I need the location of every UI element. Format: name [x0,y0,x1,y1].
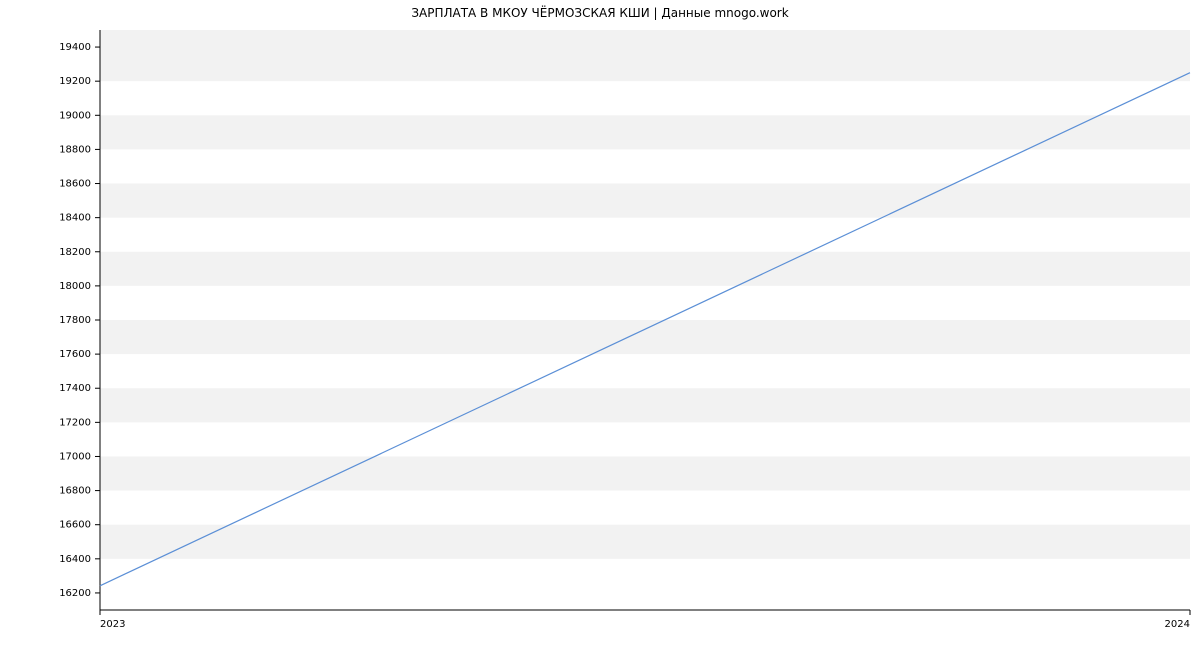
y-tick-label: 19000 [59,110,91,121]
y-tick-label: 19400 [59,42,91,53]
y-tick-label: 16600 [59,520,91,531]
salary-line-chart: ЗАРПЛАТА В МКОУ ЧЁРМОЗСКАЯ КШИ | Данные … [0,0,1200,650]
y-tick-label: 18800 [59,144,91,155]
y-tick-label: 16400 [59,554,91,565]
x-tick-label: 2023 [100,619,125,630]
y-tick-label: 17600 [59,349,91,360]
y-tick-label: 17400 [59,383,91,394]
y-tick-label: 16200 [59,588,91,599]
y-tick-label: 18400 [59,213,91,224]
y-tick-label: 18000 [59,281,91,292]
y-tick-label: 18200 [59,247,91,258]
y-tick-label: 16800 [59,486,91,497]
y-tick-label: 17000 [59,451,91,462]
y-tick-label: 18600 [59,179,91,190]
y-tick-label: 17800 [59,315,91,326]
x-tick-label: 2024 [1165,619,1190,630]
y-tick-label: 19200 [59,76,91,87]
chart-svg: 16200 16400 16600 16800 17000 17200 17400 17600… [0,0,1200,650]
chart-title: ЗАРПЛАТА В МКОУ ЧЁРМОЗСКАЯ КШИ | Данные … [0,6,1200,20]
y-tick-label: 17200 [59,417,91,428]
